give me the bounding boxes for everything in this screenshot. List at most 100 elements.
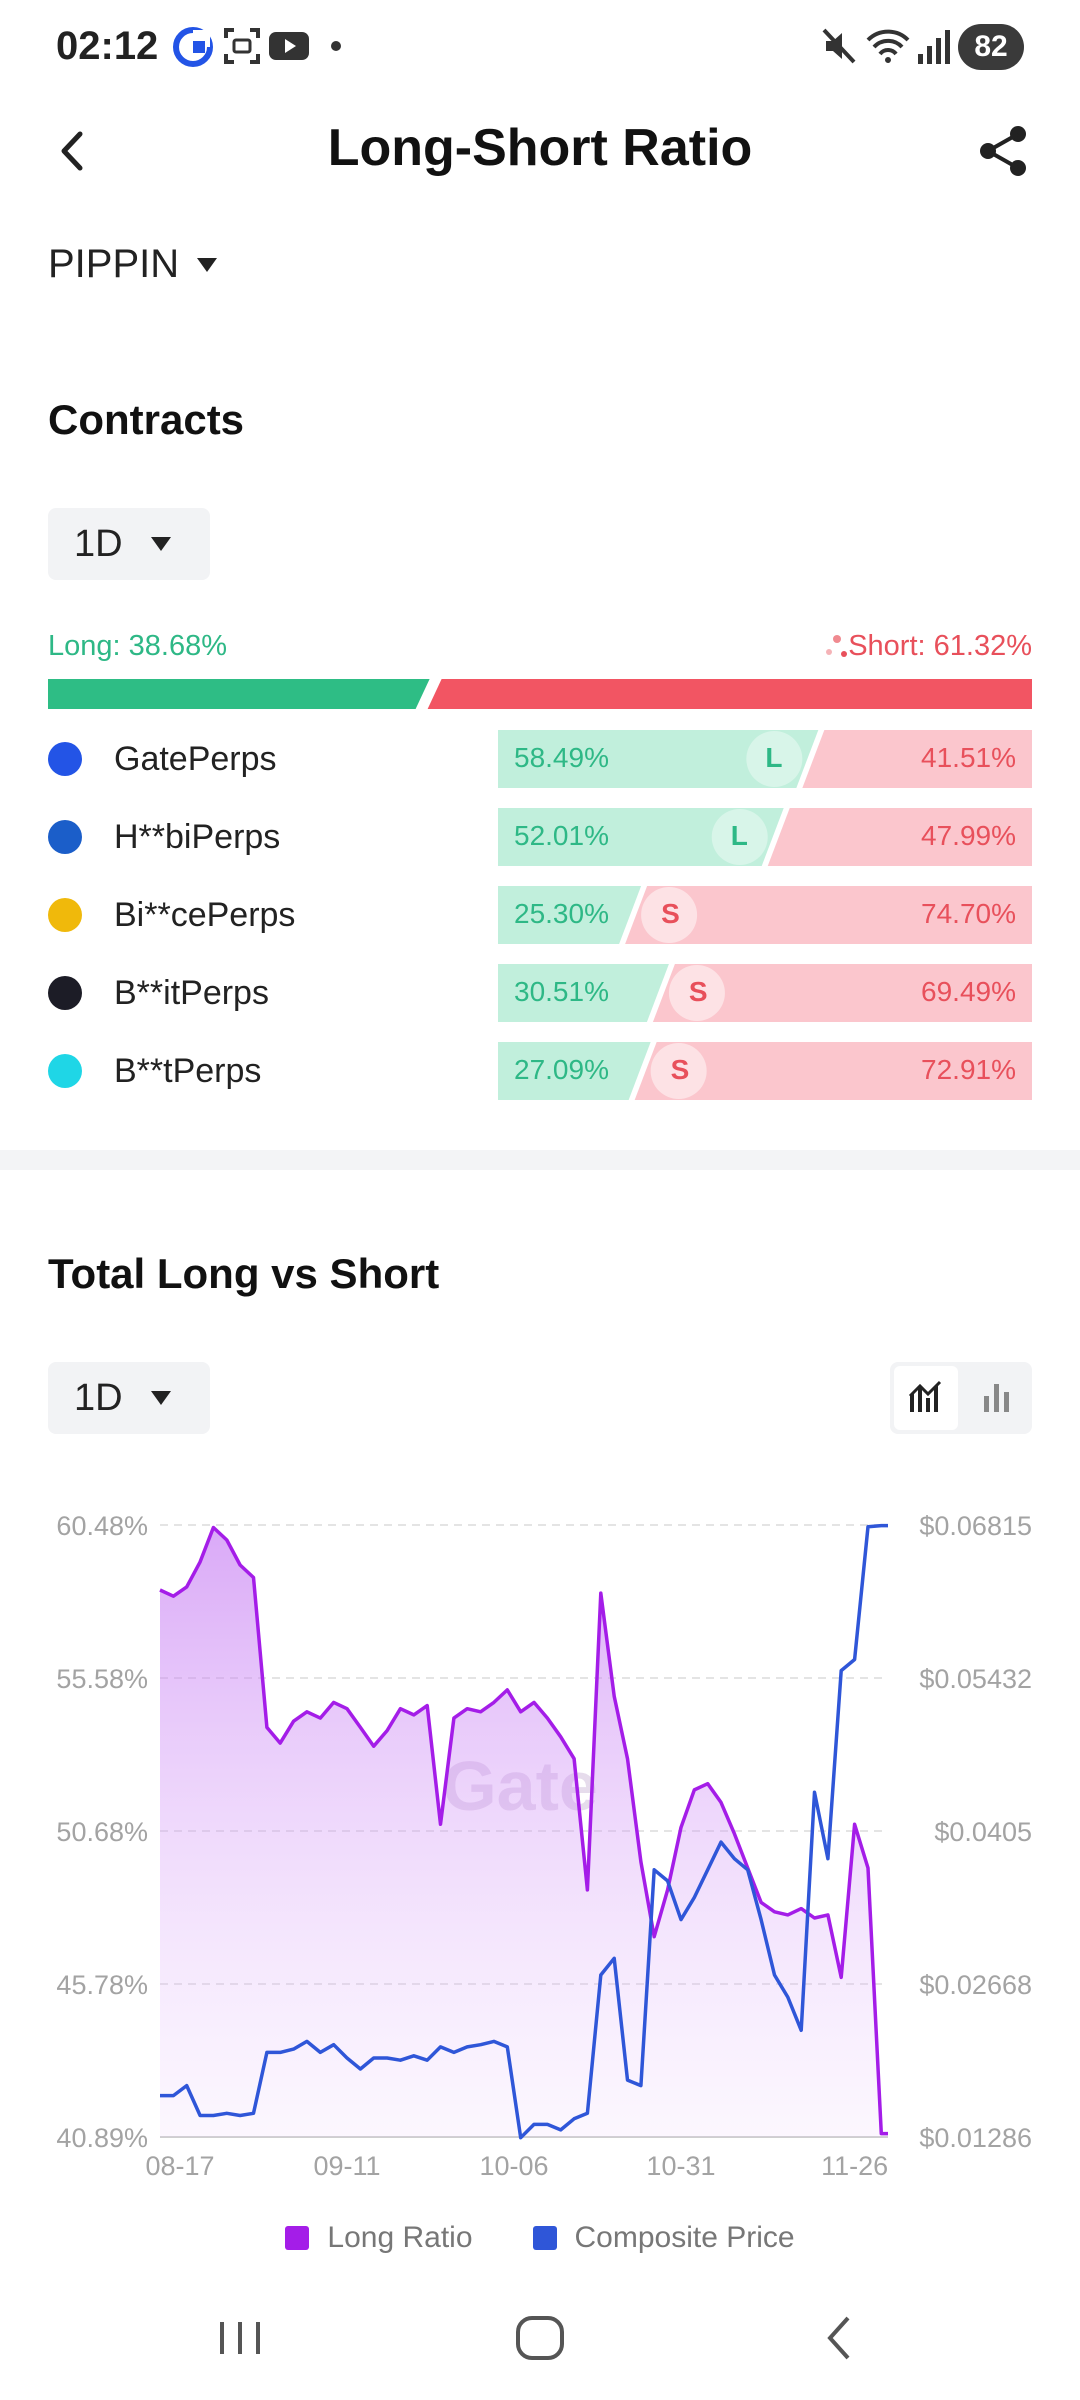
app-header: Long-Short Ratio	[0, 100, 1080, 200]
total-title: Total Long vs Short	[48, 1250, 440, 1297]
exchange-ratio-bar: 52.01% 47.99% L	[498, 808, 1032, 866]
short-segment	[634, 1042, 1032, 1100]
short-segment	[625, 886, 1032, 944]
long-ratio-label: Long: 38.68%	[48, 630, 227, 662]
dominant-side-tag: S	[670, 1054, 690, 1085]
chart-type-toggle	[890, 1362, 1032, 1434]
long-ratio-area	[160, 1527, 888, 2137]
youtube-icon	[269, 32, 309, 60]
legend-swatch	[285, 2226, 310, 2250]
interval-label: 1D	[74, 1376, 123, 1419]
y-right-tick: $0.01286	[919, 2123, 1032, 2153]
exchange-row[interactable]: GatePerps 58.49% 41.51% L	[48, 730, 1032, 788]
line-chart-icon	[908, 1380, 942, 1412]
long-segment	[498, 730, 819, 788]
more-notifications-icon	[331, 41, 341, 51]
exchange-ratio-bar: 30.51% 69.49% S	[498, 964, 1032, 1022]
x-tick: 10-06	[479, 2151, 548, 2181]
line-chart-toggle[interactable]	[894, 1366, 958, 1430]
x-tick: 11-26	[821, 2151, 888, 2181]
recent-apps-icon[interactable]	[210, 2308, 270, 2368]
dominant-side-tag: S	[661, 898, 680, 929]
long-ratio-line	[159, 1525, 888, 2136]
exchange-ratio-bar: 25.30% 74.70% S	[498, 886, 1032, 944]
overall-ratio-bar	[48, 679, 1032, 709]
exchange-ratio-bar: 58.49% 41.51% L	[498, 730, 1032, 788]
x-tick: 09-11	[313, 2151, 380, 2181]
x-tick: 10-31	[646, 2151, 715, 2181]
exchange-name: GatePerps	[114, 740, 277, 778]
share-icon[interactable]	[974, 122, 1032, 180]
legend-label: Composite Price	[574, 2221, 795, 2254]
long-percent: 58.49%	[514, 742, 609, 773]
caret-down-icon	[197, 257, 218, 272]
legend-composite-price[interactable]: Composite Price	[532, 2218, 795, 2258]
y-left-tick: 40.89%	[56, 2123, 148, 2153]
short-percent: 74.70%	[921, 898, 1016, 929]
back-arrow-icon[interactable]	[48, 126, 98, 176]
composite-price-line	[160, 1523, 888, 2140]
back-icon[interactable]	[810, 2308, 870, 2368]
overall-ratio-labels: Long: 38.68% Short: 61.32%	[48, 630, 1032, 670]
contracts-interval-dropdown[interactable]: 1D	[48, 508, 210, 580]
ratio-bar-graphic	[498, 808, 1032, 866]
exchange-row[interactable]: B**itPerps 30.51% 69.49% S	[48, 964, 1032, 1022]
bybit-logo-icon	[48, 976, 82, 1010]
ratio-bar-graphic	[498, 886, 1032, 944]
short-percent: 47.99%	[921, 820, 1016, 851]
y-right-tick: $0.02668	[919, 1970, 1032, 2000]
home-icon[interactable]	[510, 2308, 570, 2368]
short-bar-segment	[427, 679, 1032, 709]
long-percent: 30.51%	[514, 976, 609, 1007]
symbol-selector[interactable]: PIPPIN	[48, 242, 218, 287]
wifi-icon	[866, 29, 910, 63]
long-short-chart[interactable]: Gate 60.48%55.58%50.68%45.78%40.89% $0.0…	[0, 1480, 1080, 2200]
gate-logo-icon	[48, 742, 82, 776]
interval-label: 1D	[74, 522, 123, 565]
exchange-name: H**biPerps	[114, 818, 281, 856]
tag-highlight	[711, 809, 768, 865]
legend-swatch	[532, 2226, 557, 2250]
legend-long-ratio[interactable]: Long Ratio	[285, 2218, 473, 2258]
y-right-tick: $0.0405	[934, 1817, 1032, 1847]
contracts-title: Contracts	[48, 396, 245, 443]
x-axis: 08-17 09-11 10-06 10-31 11-26	[146, 2151, 889, 2181]
short-ratio-label: Short: 61.32%	[848, 630, 1032, 662]
bar-chart-icon[interactable]	[964, 1366, 1028, 1430]
tag-highlight	[668, 965, 725, 1021]
exchange-row[interactable]: Bi**cePerps 25.30% 74.70% S	[48, 886, 1032, 944]
y-right-tick: $0.05432	[919, 1664, 1032, 1694]
exchange-name: B**tPerps	[114, 1052, 262, 1090]
dominant-side-tag: S	[688, 976, 708, 1007]
gate-app-icon	[173, 27, 213, 67]
exchange-name: Bi**cePerps	[114, 896, 296, 934]
y-left-tick: 60.48%	[56, 1511, 148, 1541]
exchange-ratio-bar: 27.09% 72.91% S	[498, 1042, 1032, 1100]
caret-down-icon	[150, 537, 171, 551]
binance-logo-icon	[48, 898, 82, 932]
section-divider	[0, 1150, 1080, 1170]
huobi-logo-icon	[48, 820, 82, 854]
long-percent: 27.09%	[514, 1054, 609, 1085]
mute-icon	[822, 28, 856, 64]
system-nav-bar	[0, 2290, 1080, 2400]
long-percent: 25.30%	[514, 898, 609, 929]
exchange-row[interactable]: B**tPerps 27.09% 72.91% S	[48, 1042, 1032, 1100]
caret-down-icon	[150, 1391, 171, 1405]
y-right-tick: $0.06815	[919, 1511, 1032, 1541]
total-interval-dropdown[interactable]: 1D	[48, 1362, 210, 1434]
short-segment	[767, 808, 1032, 866]
ratio-bar-graphic	[498, 730, 1032, 788]
y-left-tick: 50.68%	[56, 1817, 148, 1847]
status-bar: 02:12 82	[0, 0, 1080, 100]
y-left-tick: 55.58%	[56, 1664, 148, 1694]
battery-indicator: 82	[958, 24, 1024, 70]
exchange-row[interactable]: H**biPerps 52.01% 47.99% L	[48, 808, 1032, 866]
tag-highlight	[650, 1043, 707, 1099]
short-percent: 69.49%	[921, 976, 1016, 1007]
chart-series	[159, 1523, 888, 2140]
dominant-side-tag: L	[765, 742, 783, 773]
long-segment	[498, 886, 642, 944]
y-axis-right: $0.06815 $0.05432 $0.0405 $0.02668 $0.01286	[919, 1511, 1032, 2153]
short-segment	[802, 730, 1032, 788]
